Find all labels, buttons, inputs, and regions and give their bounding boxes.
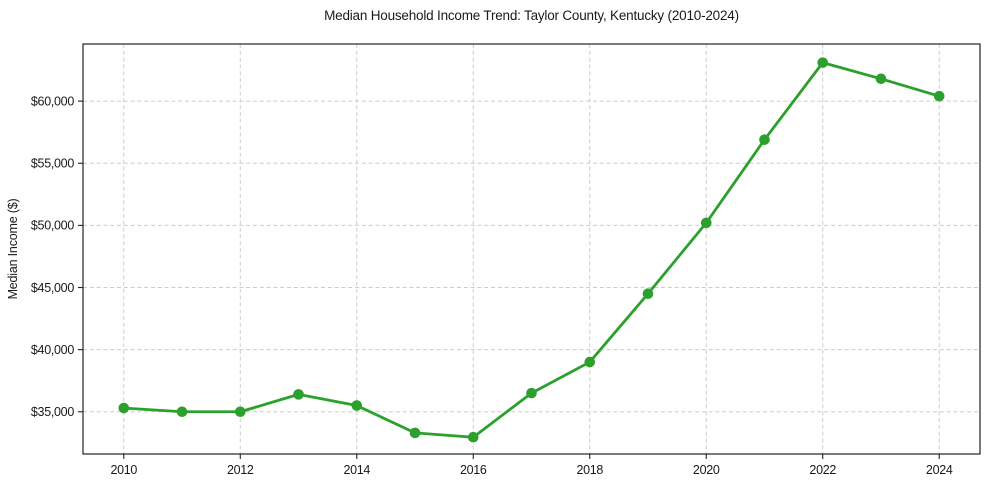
y-tick-label: $45,000 (31, 281, 74, 295)
data-point-2011 (176, 406, 188, 418)
y-tick-label: $60,000 (31, 94, 74, 108)
data-point-2024 (933, 90, 945, 102)
x-tick-label: 2010 (110, 463, 137, 477)
data-point-2010 (118, 402, 130, 414)
data-point-2022 (817, 57, 829, 68)
data-point-2012 (234, 406, 246, 418)
data-point-2021 (759, 134, 770, 145)
x-tick-label: 2018 (576, 463, 603, 477)
x-tick-label: 2012 (227, 463, 254, 477)
x-tick-label: 2020 (693, 463, 720, 477)
x-tick-label: 2022 (809, 463, 836, 477)
y-tick-label: $40,000 (31, 343, 74, 357)
data-point-2014 (351, 400, 363, 411)
plot-border (82, 43, 981, 455)
data-point-2013 (293, 389, 304, 400)
chart-title: Median Household Income Trend: Taylor Co… (324, 8, 739, 23)
y-tick-label: $55,000 (31, 157, 74, 171)
data-point-2020 (700, 217, 712, 229)
y-tick-label: $35,000 (31, 405, 74, 419)
data-point-2016 (467, 431, 479, 443)
x-tick-label: 2024 (926, 463, 953, 477)
income-trend-line (122, 61, 941, 439)
data-point-2018 (584, 356, 596, 368)
y-tick-label: $50,000 (31, 219, 74, 233)
data-point-2017 (526, 387, 537, 399)
data-point-2019 (642, 288, 654, 300)
x-tick-label: 2014 (343, 463, 370, 477)
x-tick-label: 2016 (460, 463, 487, 477)
data-point-2015 (409, 427, 421, 439)
data-point-2023 (875, 73, 887, 85)
